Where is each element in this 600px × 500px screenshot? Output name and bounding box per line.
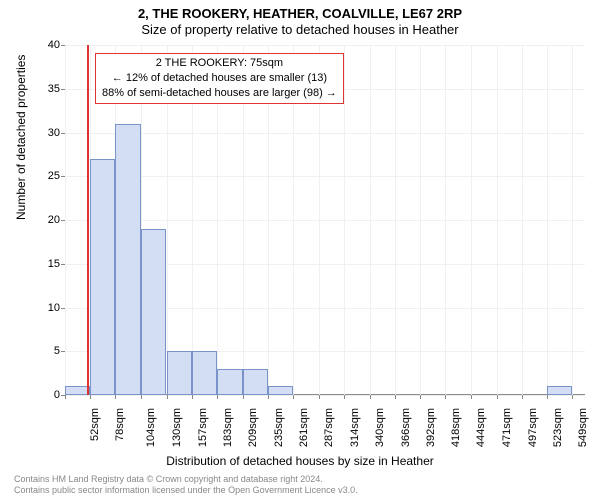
y-axis-label: Number of detached properties [14, 55, 28, 220]
ytick-label: 15 [30, 258, 60, 270]
xtick-label: 78sqm [114, 408, 126, 441]
ytick-label: 0 [30, 389, 60, 401]
ytick-label: 20 [30, 214, 60, 226]
ytick-mark [61, 308, 65, 309]
ytick-mark [61, 89, 65, 90]
ytick-label: 35 [30, 83, 60, 95]
annotation-line2: ← 12% of detached houses are smaller (13… [102, 71, 337, 86]
xtick-mark [293, 395, 294, 399]
histogram-bar [167, 351, 192, 395]
xtick-mark [319, 395, 320, 399]
xtick-label: 418sqm [450, 408, 462, 447]
xtick-label: 523sqm [552, 408, 564, 447]
xtick-mark [344, 395, 345, 399]
xtick-label: 104sqm [146, 408, 158, 447]
ytick-label: 25 [30, 170, 60, 182]
grid-line-h [65, 133, 585, 134]
grid-line-v [344, 45, 345, 395]
ytick-mark [61, 351, 65, 352]
grid-line-v [420, 45, 421, 395]
xtick-label: 366sqm [400, 408, 412, 447]
xtick-mark [65, 395, 66, 399]
xtick-mark [547, 395, 548, 399]
xtick-label: 314sqm [349, 408, 361, 447]
xtick-mark [167, 395, 168, 399]
xtick-mark [445, 395, 446, 399]
xtick-label: 549sqm [577, 408, 589, 447]
histogram-bar [547, 386, 572, 395]
xtick-label: 497sqm [527, 408, 539, 447]
xtick-label: 183sqm [222, 408, 234, 447]
xtick-mark [395, 395, 396, 399]
ytick-label: 5 [30, 345, 60, 357]
xtick-label: 52sqm [89, 408, 101, 441]
grid-line-v [522, 45, 523, 395]
grid-line-v [497, 45, 498, 395]
xtick-mark [572, 395, 573, 399]
histogram-bar [90, 159, 115, 395]
xtick-mark [141, 395, 142, 399]
xtick-mark [522, 395, 523, 399]
ytick-label: 30 [30, 127, 60, 139]
histogram-bar [268, 386, 293, 395]
histogram-bar [115, 124, 140, 395]
xtick-label: 392sqm [425, 408, 437, 447]
xtick-label: 130sqm [171, 408, 183, 447]
grid-line-v [572, 45, 573, 395]
grid-line-v [471, 45, 472, 395]
xtick-label: 157sqm [197, 408, 209, 447]
chart-title-line1: 2, THE ROOKERY, HEATHER, COALVILLE, LE67… [0, 6, 600, 21]
grid-line-h [65, 220, 585, 221]
xtick-mark [115, 395, 116, 399]
xtick-label: 287sqm [323, 408, 335, 447]
annotation-box: 2 THE ROOKERY: 75sqm← 12% of detached ho… [95, 53, 344, 104]
footer-attribution: Contains HM Land Registry data © Crown c… [14, 474, 358, 497]
ytick-mark [61, 45, 65, 46]
grid-line-v [65, 45, 66, 395]
xtick-mark [370, 395, 371, 399]
ytick-mark [61, 220, 65, 221]
annotation-line3: 88% of semi-detached houses are larger (… [102, 86, 337, 101]
xtick-mark [192, 395, 193, 399]
xtick-mark [217, 395, 218, 399]
ytick-label: 40 [30, 39, 60, 51]
ytick-mark [61, 176, 65, 177]
ytick-label: 10 [30, 302, 60, 314]
xtick-mark [268, 395, 269, 399]
histogram-bar [141, 229, 166, 395]
xtick-label: 340sqm [375, 408, 387, 447]
marker-line [87, 45, 89, 395]
x-axis-label: Distribution of detached houses by size … [0, 454, 600, 468]
xtick-mark [243, 395, 244, 399]
ytick-mark [61, 264, 65, 265]
xtick-mark [90, 395, 91, 399]
grid-line-h [65, 176, 585, 177]
footer-line1: Contains HM Land Registry data © Crown c… [14, 474, 358, 485]
grid-line-v [370, 45, 371, 395]
grid-line-h [65, 45, 585, 46]
grid-line-v [395, 45, 396, 395]
histogram-bar [217, 369, 242, 395]
footer-line2: Contains public sector information licen… [14, 485, 358, 496]
xtick-label: 261sqm [298, 408, 310, 447]
chart-title-line2: Size of property relative to detached ho… [0, 22, 600, 37]
xtick-label: 235sqm [273, 408, 285, 447]
histogram-bar [192, 351, 217, 395]
ytick-mark [61, 133, 65, 134]
grid-line-v [547, 45, 548, 395]
histogram-bar [243, 369, 268, 395]
annotation-line1: 2 THE ROOKERY: 75sqm [102, 56, 337, 71]
xtick-label: 471sqm [502, 408, 514, 447]
xtick-label: 444sqm [475, 408, 487, 447]
xtick-mark [497, 395, 498, 399]
xtick-mark [420, 395, 421, 399]
xtick-mark [471, 395, 472, 399]
xtick-label: 209sqm [247, 408, 259, 447]
grid-line-v [445, 45, 446, 395]
grid-line-h [65, 395, 585, 396]
